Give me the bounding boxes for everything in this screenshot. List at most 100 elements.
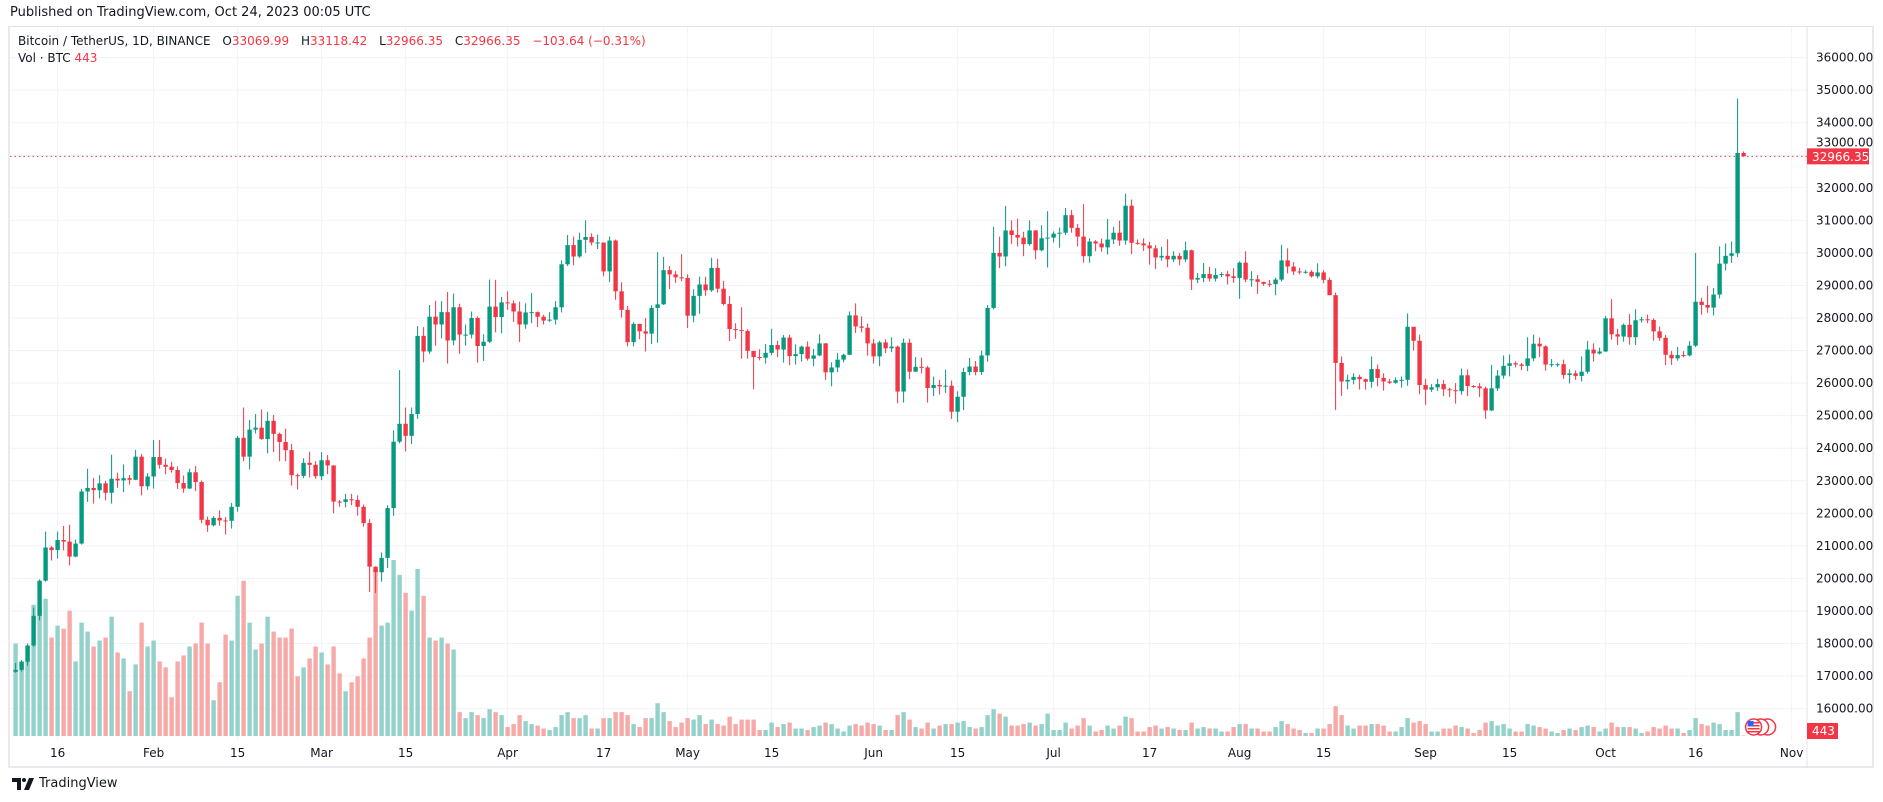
candle[interactable]	[541, 314, 546, 325]
candle[interactable]	[55, 531, 60, 559]
candle[interactable]	[1027, 220, 1032, 246]
candle[interactable]	[127, 474, 132, 485]
candle[interactable]	[1645, 314, 1650, 324]
candle[interactable]	[481, 334, 486, 361]
candle[interactable]	[919, 357, 924, 374]
candle[interactable]	[943, 369, 948, 393]
candle[interactable]	[823, 343, 828, 380]
candle[interactable]	[601, 242, 606, 277]
candle[interactable]	[547, 312, 552, 322]
candle[interactable]	[277, 432, 282, 462]
candle[interactable]	[1297, 267, 1302, 275]
candle[interactable]	[1663, 334, 1668, 366]
candle[interactable]	[865, 323, 870, 356]
candle[interactable]	[1021, 231, 1026, 257]
candle[interactable]	[739, 307, 744, 359]
candle[interactable]	[901, 338, 906, 403]
candle[interactable]	[559, 260, 564, 313]
candle[interactable]	[937, 379, 942, 395]
candle[interactable]	[883, 339, 888, 354]
candle[interactable]	[799, 345, 804, 362]
candle[interactable]	[73, 539, 78, 558]
candle[interactable]	[1567, 369, 1572, 384]
candle[interactable]	[715, 258, 720, 293]
candle[interactable]	[1675, 346, 1680, 361]
candle[interactable]	[157, 440, 162, 469]
candle[interactable]	[529, 292, 534, 324]
candle[interactable]	[421, 327, 426, 363]
candle[interactable]	[1183, 241, 1188, 263]
candle[interactable]	[829, 362, 834, 387]
candle[interactable]	[583, 220, 588, 253]
candle[interactable]	[391, 430, 396, 516]
candle[interactable]	[1075, 223, 1080, 247]
candle[interactable]	[1681, 350, 1686, 358]
candle[interactable]	[451, 293, 456, 346]
candle[interactable]	[859, 316, 864, 333]
candle[interactable]	[1321, 270, 1326, 284]
candle[interactable]	[283, 428, 288, 462]
candle[interactable]	[379, 552, 384, 582]
candle[interactable]	[247, 419, 252, 470]
candle[interactable]	[409, 407, 414, 444]
candle[interactable]	[97, 475, 102, 499]
candle[interactable]	[1555, 362, 1560, 367]
candle[interactable]	[1393, 377, 1398, 384]
candle[interactable]	[1717, 246, 1722, 299]
candle[interactable]	[1123, 193, 1128, 245]
candle[interactable]	[1405, 313, 1410, 386]
candle[interactable]	[1135, 239, 1140, 245]
candle[interactable]	[181, 475, 186, 493]
candle[interactable]	[1561, 359, 1566, 379]
candle[interactable]	[253, 414, 258, 434]
candle[interactable]	[13, 663, 18, 673]
candle[interactable]	[1537, 337, 1542, 358]
candle[interactable]	[1657, 326, 1662, 341]
candle[interactable]	[151, 440, 156, 489]
candle[interactable]	[1189, 249, 1194, 291]
candle[interactable]	[775, 340, 780, 358]
candle[interactable]	[565, 234, 570, 266]
candle[interactable]	[1633, 309, 1638, 346]
candle[interactable]	[397, 370, 402, 444]
candle[interactable]	[1177, 252, 1182, 266]
candle[interactable]	[1249, 271, 1254, 287]
candle[interactable]	[523, 303, 528, 329]
candle[interactable]	[619, 282, 624, 318]
candle[interactable]	[403, 407, 408, 452]
candle[interactable]	[85, 468, 90, 502]
candle[interactable]	[163, 458, 168, 475]
candle[interactable]	[1387, 378, 1392, 385]
candle[interactable]	[745, 329, 750, 359]
candle[interactable]	[985, 304, 990, 362]
candle[interactable]	[1549, 359, 1554, 368]
candle[interactable]	[847, 311, 852, 356]
candle[interactable]	[1573, 370, 1578, 380]
candle[interactable]	[577, 232, 582, 258]
candle[interactable]	[931, 376, 936, 397]
candle[interactable]	[595, 234, 600, 249]
volume-label[interactable]: Vol · BTC	[18, 51, 71, 65]
candle[interactable]	[841, 353, 846, 363]
candle[interactable]	[1651, 318, 1656, 341]
candle[interactable]	[295, 473, 300, 490]
candle[interactable]	[589, 233, 594, 246]
candle[interactable]	[1453, 383, 1458, 404]
candle[interactable]	[649, 305, 654, 345]
candle[interactable]	[169, 461, 174, 473]
candle[interactable]	[355, 495, 360, 516]
candle[interactable]	[1009, 220, 1014, 244]
candle[interactable]	[1081, 204, 1086, 263]
candle[interactable]	[787, 334, 792, 366]
candle[interactable]	[1063, 207, 1068, 235]
candle[interactable]	[1627, 314, 1632, 345]
candle[interactable]	[1051, 231, 1056, 243]
candle[interactable]	[673, 270, 678, 283]
candle[interactable]	[655, 252, 660, 343]
candle[interactable]	[1039, 225, 1044, 252]
candle[interactable]	[499, 296, 504, 334]
candle[interactable]	[343, 493, 348, 508]
candle[interactable]	[229, 502, 234, 529]
candle[interactable]	[1369, 356, 1374, 388]
candle[interactable]	[241, 407, 246, 462]
